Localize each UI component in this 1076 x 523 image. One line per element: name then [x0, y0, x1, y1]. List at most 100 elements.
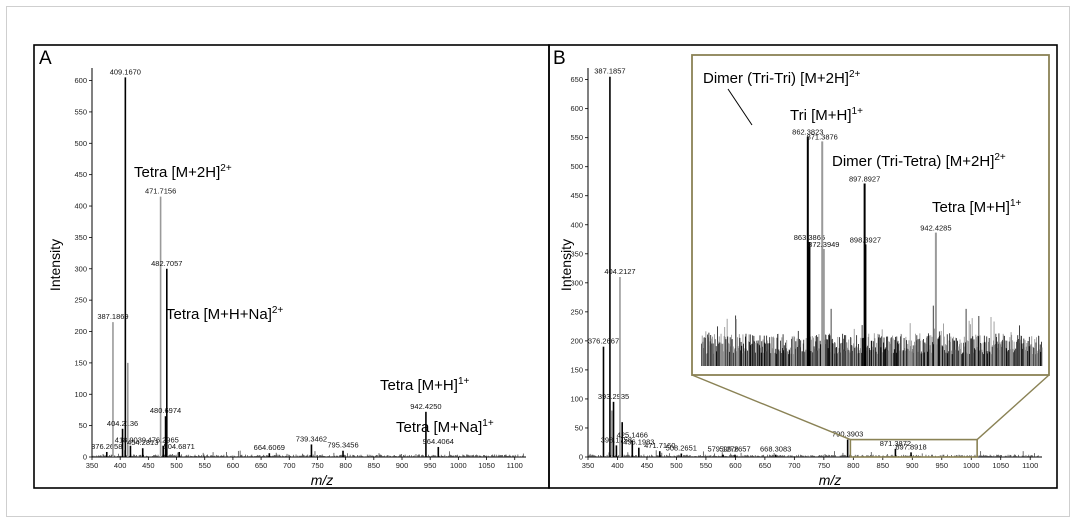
panel-a-x-tick-label: 700 [283, 461, 296, 470]
inset-peak-label: 872.3949 [808, 240, 839, 249]
panel-b-y-tick-label: 650 [570, 75, 583, 84]
panel-b-peak-label: 790.3903 [832, 430, 863, 439]
panel-b-x-tick-label: 850 [877, 461, 890, 470]
panel-a-x-tick-label: 750 [311, 461, 324, 470]
panel-b-peak-label: 668.3083 [760, 445, 791, 454]
panel-b-y-tick-label: 100 [570, 394, 583, 403]
panel-a-x-tick-label: 800 [339, 461, 352, 470]
panel-a-peak-label: 404.2136 [107, 419, 138, 428]
inset-zoom: 862.3823 863.3865 871.3876 872.3949 897.8927… [691, 54, 1050, 376]
annot-tetra-h-inset: Tetra [M+H]1+ [932, 198, 1021, 216]
inset-frame [691, 54, 1050, 376]
annot-tetra-na: Tetra [M+Na]1+ [396, 418, 494, 436]
panel-a-peak-label: 387.1869 [97, 312, 128, 321]
panel-b-peak-label: 387.1857 [594, 67, 625, 76]
panel-b-y-tick-label: 300 [570, 278, 583, 287]
panel-b-x-axis-title: m/z [819, 472, 842, 488]
annot-tetra-h-na: Tetra [M+H+Na]2+ [166, 305, 283, 323]
panel-b-y-tick-label: 250 [570, 307, 583, 316]
panel-a-label: A [39, 48, 52, 69]
panel-a-y-tick-label: 400 [74, 202, 87, 211]
panel-a-x-tick-label: 1100 [507, 461, 523, 470]
panel-b-x-tick-label: 600 [729, 461, 742, 470]
panel-a-y-tick-label: 500 [74, 139, 87, 148]
panel-b-x-tick-label: 550 [700, 461, 713, 470]
panel-b-x-tick-label: 700 [788, 461, 801, 470]
panel-a-peak-label: 376.2658 [91, 442, 122, 451]
panel-b-x-tick-label: 950 [936, 461, 949, 470]
panel-b-peak-label: 508.2651 [666, 444, 697, 453]
panel-b-y-tick-label: 50 [575, 423, 583, 432]
panel-a-peak-label: 482.7057 [151, 259, 182, 268]
panel-a-plot: 350 400 450 500 550 600 650 700 750 800 850 900 950 1… [74, 67, 526, 470]
panel-a-x-tick-label: 1000 [450, 461, 467, 470]
inset-peak-label: 942.4285 [920, 224, 951, 233]
annot-tetra-2h: Tetra [M+2H]2+ [134, 163, 232, 181]
panel-b-peak-label: 579.1276 [707, 445, 738, 454]
panel-b-frame [548, 44, 1058, 489]
panel-a-peak-label: 409.1670 [110, 67, 141, 76]
panel-b-y-tick-label: 200 [570, 336, 583, 345]
panel-b-peak-label: 398.1758 [601, 435, 632, 444]
inset-peak-label: 871.3876 [807, 132, 838, 141]
panel-a-x-tick-label: 650 [255, 461, 268, 470]
panel-b-peak-label: 404.2127 [604, 267, 635, 276]
panel-b-x-tick-label: 1050 [992, 461, 1009, 470]
panel-b-label: B [553, 48, 566, 69]
annot-tri-h: Tri [M+H]1+ [790, 106, 863, 124]
panel-a-peak-label: 504.6871 [164, 442, 195, 451]
panel-a-y-axis-title: Intensity [47, 239, 63, 291]
panel-a-y-tick-label: 550 [74, 107, 87, 116]
panel-a-x-tick-label: 950 [424, 461, 437, 470]
panel-a-peak-label: 795.3456 [327, 441, 358, 450]
panel-b-x-tick-label: 500 [670, 461, 683, 470]
panel-a-y-tick-label: 200 [74, 327, 87, 336]
panel-a-peak-label: 942.4250 [410, 402, 441, 411]
panel-a-y-tick-label: 150 [74, 358, 87, 367]
panel-a-x-axis-title: m/z [311, 472, 334, 488]
panel-a-x-tick-label: 600 [227, 461, 240, 470]
panel-a-y-tick-label: 250 [74, 296, 87, 305]
panel-a-peak-label: 480.6974 [150, 406, 181, 415]
annot-dimer-tri-tetra: Dimer (Tri-Tetra) [M+2H]2+ [832, 152, 1006, 170]
panel-b-y-tick-label: 450 [570, 191, 583, 200]
annot-tetra-h: Tetra [M+H]1+ [380, 376, 469, 394]
panel-a-x-tick-label: 500 [170, 461, 183, 470]
annot-leader-line [727, 88, 753, 126]
panel-a-peak-label: 476.2965 [148, 436, 179, 445]
panel-b-y-tick-label: 500 [570, 162, 583, 171]
zoom-connector-left [691, 374, 851, 441]
panel-a-peak-label: 739.3462 [296, 434, 327, 443]
panel-a-peak-label: 454.2813 [127, 438, 158, 447]
panel-a-y-tick-label: 300 [74, 264, 87, 273]
zoom-region-box [849, 438, 978, 458]
panel-b-y-tick-label: 350 [570, 249, 583, 258]
panel-b-x-tick-label: 1000 [963, 461, 980, 470]
panel-a-y-tick-label: 350 [74, 233, 87, 242]
panel-a-x-tick-label: 400 [114, 461, 127, 470]
panel-b-y-tick-label: 550 [570, 133, 583, 142]
panel-b-y-tick-label: 400 [570, 220, 583, 229]
panel-b-peak-label: 471.7160 [644, 441, 675, 450]
panel-a-x-tick-label: 1050 [478, 461, 495, 470]
panel-a-y-tick-label: 0 [83, 453, 87, 462]
inset-peak-label: 897.8927 [849, 174, 880, 183]
panel-b-x-tick-label: 450 [641, 461, 654, 470]
panel-b-peak-label: 897.8918 [895, 442, 926, 451]
panel-b-plot: 350 400 450 500 550 600 650 700 750 800 850 900 950 1… [570, 67, 1050, 470]
panel-b-peak-label: 425.1466 [617, 431, 648, 440]
panel-b-y-tick-label: 600 [570, 104, 583, 113]
annot-dimer-tri-tri: Dimer (Tri-Tri) [M+2H]2+ [703, 69, 861, 87]
panel-b-x-tick-label: 750 [818, 461, 831, 470]
panel-b-x-tick-label: 1100 [1022, 461, 1038, 470]
panel-b-peak-label: 376.2667 [588, 337, 619, 346]
panel-b-peak-label: 599.2657 [719, 445, 750, 454]
inset-peak-label: 898.3927 [850, 235, 881, 244]
panel-a-peak-label: 964.4064 [423, 437, 454, 446]
panel-b-peak-label: 871.3872 [880, 439, 911, 448]
panel-b-y-axis-title: Intensity [558, 239, 574, 291]
panel-a-y-tick-label: 450 [74, 170, 87, 179]
inset-peak-label: 862.3823 [792, 128, 823, 137]
panel-a-y-tick-label: 100 [74, 390, 87, 399]
